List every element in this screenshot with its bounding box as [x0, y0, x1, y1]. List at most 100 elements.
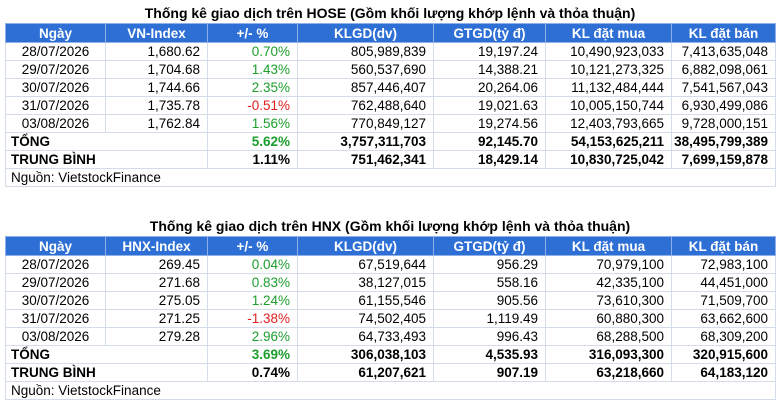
cell-volume: 560,537,690 — [297, 60, 434, 79]
source-row: Nguồn: VietstockFinance — [5, 381, 776, 400]
header-change: +/- % — [207, 236, 298, 256]
cell-change: -0.51% — [207, 96, 298, 115]
total-row: TỔNG 5.62% 3,757,311,703 92,145.70 54,15… — [5, 132, 776, 151]
total-value: 92,145.70 — [433, 132, 546, 151]
average-buy: 10,830,725,042 — [545, 150, 672, 169]
cell-sell: 6,930,499,086 — [671, 96, 776, 115]
source-note: Nguồn: VietstockFinance — [5, 381, 776, 400]
total-change: 3.69% — [207, 345, 298, 364]
total-label: TỔNG — [5, 132, 208, 151]
header-volume: KLGD(dv) — [297, 236, 434, 256]
hose-header-row: Ngày VN-Index +/- % KLGD(dv) GTGD(tỷ đ) … — [5, 23, 776, 43]
hnx-stats-table: Ngày HNX-Index +/- % KLGD(dv) GTGD(tỷ đ)… — [5, 236, 776, 400]
cell-index: 1,744.66 — [105, 78, 208, 97]
header-buy-orders: KL đặt mua — [545, 23, 672, 43]
total-row: TỔNG 3.69% 306,038,103 4,535.93 316,093,… — [5, 345, 776, 364]
cell-value: 1,119.49 — [433, 309, 546, 328]
hnx-stats-block: Thống kê giao dịch trên HNX (Gồm khối lư… — [5, 217, 776, 400]
cell-volume: 805,989,839 — [297, 42, 434, 61]
header-change: +/- % — [207, 23, 298, 43]
cell-sell: 68,309,200 — [671, 327, 776, 346]
cell-value: 19,021.63 — [433, 96, 546, 115]
header-value: GTGD(tỷ đ) — [433, 23, 546, 43]
hose-stats-block: Thống kê giao dịch trên HOSE (Gồm khối l… — [5, 4, 776, 187]
cell-index: 1,704.68 — [105, 60, 208, 79]
cell-index: 1,735.78 — [105, 96, 208, 115]
total-sell: 38,495,799,389 — [671, 132, 776, 151]
table-row: 30/07/2026 1,744.66 2.35% 857,446,407 20… — [5, 78, 776, 97]
cell-date: 31/07/2026 — [5, 96, 106, 115]
table-row: 03/08/2026 279.28 2.96% 64,733,493 996.4… — [5, 327, 776, 346]
cell-index: 1,680.62 — [105, 42, 208, 61]
average-volume: 751,462,341 — [297, 150, 434, 169]
header-index: HNX-Index — [105, 236, 208, 256]
cell-volume: 74,502,405 — [297, 309, 434, 328]
cell-change: 1.24% — [207, 291, 298, 310]
total-value: 4,535.93 — [433, 345, 546, 364]
cell-buy: 68,288,500 — [545, 327, 672, 346]
cell-sell: 72,983,100 — [671, 255, 776, 274]
table-row: 30/07/2026 275.05 1.24% 61,155,546 905.5… — [5, 291, 776, 310]
table-row: 29/07/2026 1,704.68 1.43% 560,537,690 14… — [5, 60, 776, 79]
table-row: 03/08/2026 1,762.84 1.56% 770,849,127 19… — [5, 114, 776, 133]
cell-value: 956.29 — [433, 255, 546, 274]
header-date: Ngày — [5, 236, 106, 256]
cell-date: 30/07/2026 — [5, 78, 106, 97]
average-value: 907.19 — [433, 363, 546, 382]
cell-volume: 61,155,546 — [297, 291, 434, 310]
cell-sell: 9,728,000,151 — [671, 114, 776, 133]
cell-index: 275.05 — [105, 291, 208, 310]
average-row: TRUNG BÌNH 1.11% 751,462,341 18,429.14 1… — [5, 150, 776, 169]
average-change: 0.74% — [207, 363, 298, 382]
source-note: Nguồn: VietstockFinance — [5, 168, 776, 187]
cell-change: 0.83% — [207, 273, 298, 292]
table-row: 31/07/2026 1,735.78 -0.51% 762,488,640 1… — [5, 96, 776, 115]
total-volume: 306,038,103 — [297, 345, 434, 364]
cell-date: 28/07/2026 — [5, 42, 106, 61]
table-row: 28/07/2026 269.45 0.04% 67,519,644 956.2… — [5, 255, 776, 274]
average-label: TRUNG BÌNH — [5, 363, 208, 382]
cell-buy: 10,121,273,325 — [545, 60, 672, 79]
average-label: TRUNG BÌNH — [5, 150, 208, 169]
cell-volume: 762,488,640 — [297, 96, 434, 115]
total-buy: 316,093,300 — [545, 345, 672, 364]
total-sell: 320,915,600 — [671, 345, 776, 364]
average-sell: 7,699,159,878 — [671, 150, 776, 169]
cell-value: 14,388.21 — [433, 60, 546, 79]
cell-sell: 7,413,635,048 — [671, 42, 776, 61]
table-row: 29/07/2026 271.68 0.83% 38,127,015 558.1… — [5, 273, 776, 292]
cell-sell: 63,662,600 — [671, 309, 776, 328]
table-row: 28/07/2026 1,680.62 0.70% 805,989,839 19… — [5, 42, 776, 61]
average-buy: 63,218,660 — [545, 363, 672, 382]
cell-change: 0.04% — [207, 255, 298, 274]
cell-change: 2.35% — [207, 78, 298, 97]
cell-volume: 38,127,015 — [297, 273, 434, 292]
header-volume: KLGD(dv) — [297, 23, 434, 43]
total-change: 5.62% — [207, 132, 298, 151]
cell-index: 269.45 — [105, 255, 208, 274]
cell-date: 29/07/2026 — [5, 60, 106, 79]
total-volume: 3,757,311,703 — [297, 132, 434, 151]
average-volume: 61,207,621 — [297, 363, 434, 382]
cell-buy: 11,132,484,444 — [545, 78, 672, 97]
header-index: VN-Index — [105, 23, 208, 43]
cell-sell: 7,541,567,043 — [671, 78, 776, 97]
cell-sell: 44,451,000 — [671, 273, 776, 292]
cell-change: 0.70% — [207, 42, 298, 61]
cell-value: 19,197.24 — [433, 42, 546, 61]
cell-index: 279.28 — [105, 327, 208, 346]
average-row: TRUNG BÌNH 0.74% 61,207,621 907.19 63,21… — [5, 363, 776, 382]
cell-buy: 10,005,150,744 — [545, 96, 672, 115]
hnx-header-row: Ngày HNX-Index +/- % KLGD(dv) GTGD(tỷ đ)… — [5, 236, 776, 256]
hose-table-title: Thống kê giao dịch trên HOSE (Gồm khối l… — [144, 5, 636, 21]
cell-date: 30/07/2026 — [5, 291, 106, 310]
cell-value: 19,274.56 — [433, 114, 546, 133]
cell-volume: 67,519,644 — [297, 255, 434, 274]
cell-change: 2.96% — [207, 327, 298, 346]
header-buy-orders: KL đặt mua — [545, 236, 672, 256]
cell-buy: 10,490,923,033 — [545, 42, 672, 61]
cell-volume: 64,733,493 — [297, 327, 434, 346]
cell-sell: 71,509,700 — [671, 291, 776, 310]
cell-date: 29/07/2026 — [5, 273, 106, 292]
cell-date: 03/08/2026 — [5, 114, 106, 133]
